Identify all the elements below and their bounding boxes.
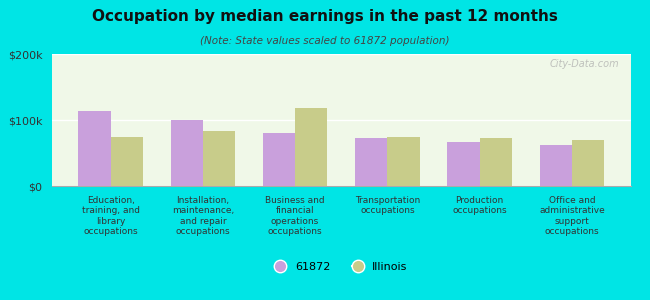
Legend: 61872, Illinois: 61872, Illinois xyxy=(272,258,411,275)
Bar xyxy=(203,131,235,186)
Text: (Note: State values scaled to 61872 population): (Note: State values scaled to 61872 popu… xyxy=(200,36,450,46)
Bar xyxy=(480,139,512,186)
Bar xyxy=(295,108,328,186)
Bar xyxy=(447,142,480,186)
Bar xyxy=(387,136,420,186)
Text: Occupation by median earnings in the past 12 months: Occupation by median earnings in the pas… xyxy=(92,9,558,24)
Bar xyxy=(263,133,295,186)
Bar xyxy=(170,120,203,186)
Text: City-Data.com: City-Data.com xyxy=(549,59,619,69)
Bar xyxy=(540,145,572,186)
Bar xyxy=(78,111,111,186)
Bar xyxy=(111,136,143,186)
Bar xyxy=(355,139,387,186)
Bar xyxy=(572,140,604,186)
